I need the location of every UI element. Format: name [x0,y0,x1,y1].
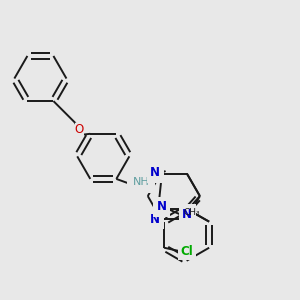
Text: N: N [150,213,160,226]
Text: N: N [182,208,192,220]
Text: N: N [157,200,167,213]
Text: Cl: Cl [181,245,194,258]
Text: NH: NH [132,177,149,187]
Text: CH₃: CH₃ [183,208,200,217]
Text: O: O [74,123,84,136]
Text: N: N [150,167,160,179]
